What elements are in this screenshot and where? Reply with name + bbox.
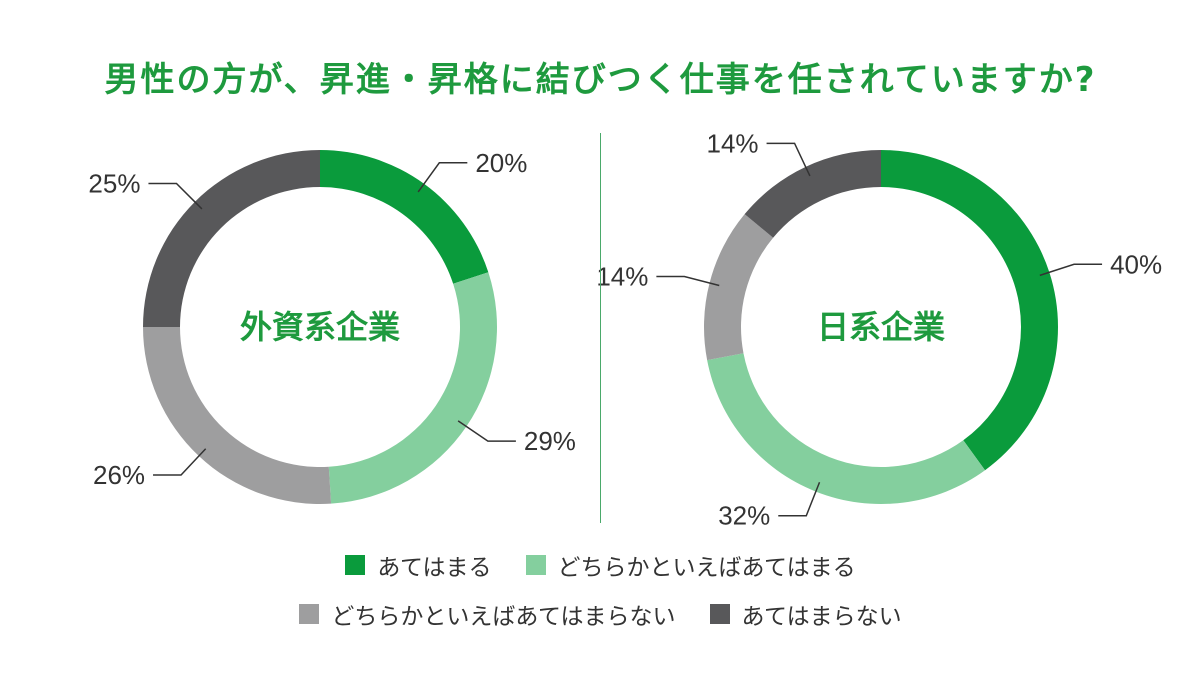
legend-item-disagree: あてはまらない: [709, 597, 902, 631]
leader-line-somewhat-agree: [457, 420, 516, 442]
legend-row-1: あてはまる どちらかといえばあてはまる: [0, 548, 1201, 582]
data-label-disagree: 14%: [707, 128, 759, 158]
leader-line-agree: [417, 162, 468, 193]
donut-slice-somewhat-disagree: [704, 214, 774, 361]
donut-slice-disagree: [143, 150, 320, 327]
legend-label-somewhat-disagree: どちらかといえばあてはまらない: [331, 604, 676, 630]
donut-center-label: 日系企業: [817, 308, 945, 346]
leader-line-somewhat-disagree: [656, 275, 720, 287]
legend-item-agree: あてはまる: [345, 548, 492, 582]
data-label-disagree: 25%: [88, 168, 140, 198]
leader-line-disagree: [148, 182, 203, 210]
leader-line-disagree: [766, 142, 811, 177]
legend-label-agree: あてはまる: [377, 555, 492, 581]
donut-slice-somewhat-agree: [707, 353, 986, 504]
data-label-agree: 20%: [475, 148, 527, 178]
donut-slice-agree: [320, 150, 489, 284]
legend-swatch-somewhat-agree: [525, 555, 546, 575]
legend-row-2: どちらかといえばあてはまらない あてはまらない: [0, 597, 1201, 631]
leader-line-somewhat-disagree: [153, 448, 207, 476]
donut-chart-1: 20% 29% 26% 25% 外資系企業: [88, 148, 576, 504]
donut-slice-disagree: [744, 150, 881, 238]
donut-slice-somewhat-agree: [328, 272, 497, 504]
data-label-agree: 40%: [1110, 249, 1162, 279]
legend-swatch-somewhat-disagree: [299, 604, 320, 624]
donut-center-label: 外資系企業: [240, 308, 400, 346]
donut-slice-somewhat-disagree: [143, 327, 332, 504]
donut-slice-agree: [881, 150, 1058, 471]
legend-swatch-agree: [345, 555, 366, 575]
leader-line-agree: [1039, 263, 1103, 277]
legend-item-somewhat-agree: どちらかといえばあてはまる: [525, 548, 856, 582]
data-label-somewhat-agree: 32%: [718, 501, 770, 531]
data-label-somewhat-agree: 29%: [524, 426, 576, 456]
chart-divider: [600, 133, 601, 523]
legend-label-disagree: あてはまらない: [741, 604, 902, 630]
legend-swatch-disagree: [709, 604, 730, 624]
leader-line-somewhat-agree: [778, 481, 821, 517]
donut-chart-2: 40% 32% 14% 14% 日系企業: [596, 128, 1162, 530]
data-label-somewhat-disagree: 26%: [93, 460, 145, 490]
legend-label-somewhat-agree: どちらかといえばあてはまる: [557, 555, 856, 581]
legend-item-somewhat-disagree: どちらかといえばあてはまらない: [299, 597, 676, 631]
data-label-somewhat-disagree: 14%: [596, 262, 648, 292]
chart-title: 男性の方が、昇進・昇格に結びつく仕事を任されていますか?: [104, 60, 1097, 100]
